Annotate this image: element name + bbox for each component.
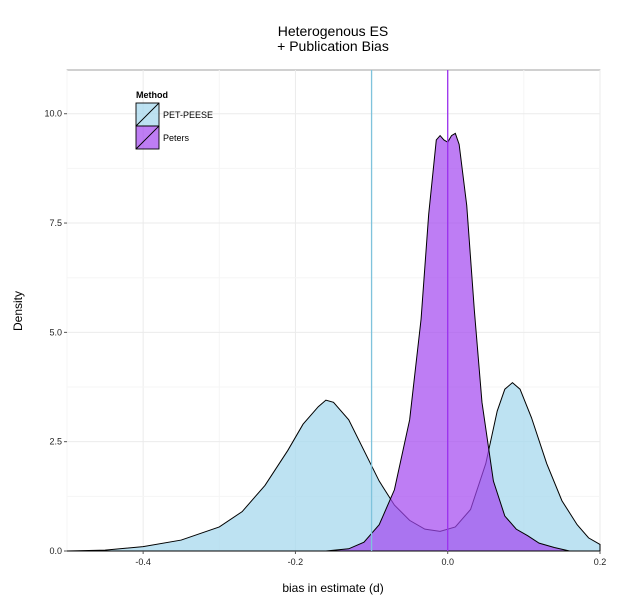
- legend-label: PET-PEESE: [163, 110, 213, 120]
- y-tick-label: 5.0: [49, 327, 62, 337]
- x-tick-label: 0.0: [441, 557, 454, 567]
- legend-entry: Peters: [135, 125, 190, 150]
- legend-key-slash: [135, 125, 160, 150]
- legend-entry: PET-PEESE: [135, 102, 213, 127]
- x-tick-label: 0.2: [594, 557, 607, 567]
- y-tick-label: 0.0: [49, 546, 62, 556]
- chart-title-line-1: Heterogenous ES: [278, 23, 389, 39]
- chart-title-line-2: + Publication Bias: [277, 38, 389, 54]
- x-tick-label: -0.2: [288, 557, 304, 567]
- x-axis-label: bias in estimate (d): [282, 581, 383, 595]
- y-tick-label: 2.5: [49, 437, 62, 447]
- legend-key-slash: [135, 102, 160, 127]
- legend-label: Peters: [163, 133, 190, 143]
- x-tick-label: -0.4: [135, 557, 151, 567]
- legend-title: Method: [136, 90, 168, 100]
- legend: Method PET-PEESE Peters: [135, 90, 213, 150]
- y-tick-label: 10.0: [44, 109, 62, 119]
- y-tick-label: 7.5: [49, 218, 62, 228]
- y-axis-label: Density: [11, 291, 25, 331]
